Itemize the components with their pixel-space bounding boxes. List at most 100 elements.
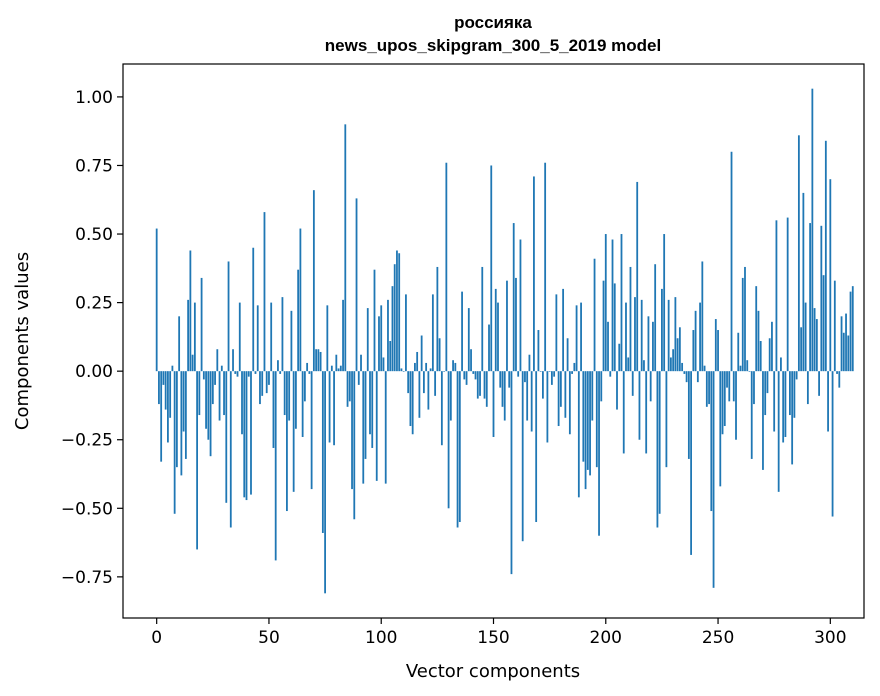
bar-25	[211, 371, 214, 405]
bar-138	[465, 371, 468, 385]
bar-244	[703, 365, 706, 372]
bar-74	[321, 371, 324, 533]
bar-73	[319, 351, 322, 372]
bar-150	[492, 371, 495, 437]
bar-234	[681, 362, 684, 372]
bar-92	[362, 371, 365, 484]
bar-216	[640, 299, 643, 372]
bar-82	[339, 365, 342, 372]
bar-306	[842, 332, 845, 372]
bar-199	[602, 280, 605, 372]
bar-276	[775, 220, 778, 372]
x-axis-label: Vector components	[406, 661, 580, 682]
bar-227	[665, 371, 668, 468]
bar-225	[661, 288, 663, 372]
bar-107	[396, 250, 398, 372]
bar-179	[557, 371, 560, 427]
bar-104	[389, 341, 392, 372]
bar-130	[447, 371, 450, 509]
bar-196	[595, 371, 598, 468]
bar-280	[784, 371, 787, 437]
bar-76	[326, 305, 329, 372]
bar-1	[158, 371, 160, 405]
bar-286	[797, 135, 800, 372]
bar-274	[771, 321, 773, 372]
bar-20	[200, 277, 203, 372]
bar-45	[256, 305, 259, 372]
bar-118	[420, 335, 423, 372]
bar-98	[375, 371, 378, 481]
bar-255	[728, 371, 731, 402]
y-tick-label: −0.50	[61, 499, 113, 519]
bar-26	[214, 371, 216, 385]
bar-230	[672, 349, 675, 372]
x-tick-label: 300	[814, 628, 846, 648]
bar-71	[315, 349, 318, 372]
bar-204	[613, 283, 616, 372]
bar-77	[328, 371, 331, 443]
bar-224	[658, 371, 661, 514]
bar-226	[663, 234, 666, 372]
bar-88	[353, 371, 356, 520]
bar-128	[443, 371, 445, 372]
bar-126	[438, 338, 441, 372]
bar-163	[521, 371, 524, 542]
bar-153	[499, 371, 502, 388]
bar-83	[342, 299, 344, 372]
bar-79	[333, 371, 335, 446]
bar-268	[757, 310, 760, 372]
bar-273	[768, 338, 771, 372]
bar-147	[485, 371, 488, 407]
y-tick-label: 0.25	[75, 294, 113, 314]
bar-49	[265, 371, 268, 394]
bar-44	[254, 371, 257, 374]
y-tick-label: −0.75	[61, 568, 113, 588]
bar-116	[416, 351, 419, 372]
bar-245	[705, 371, 708, 407]
bar-219	[647, 316, 650, 372]
y-axis-label: Components values	[12, 252, 33, 430]
bar-125	[436, 266, 439, 372]
bar-22	[205, 371, 207, 429]
bar-229	[669, 357, 672, 372]
bar-139	[467, 308, 470, 372]
bar-11	[180, 371, 183, 476]
bar-14	[187, 299, 190, 372]
bar-127	[440, 371, 443, 446]
bar-119	[422, 371, 425, 394]
y-tick-label: −0.25	[61, 431, 113, 451]
bar-170	[537, 330, 540, 372]
bar-62	[295, 371, 297, 429]
bar-152	[497, 302, 499, 372]
bar-284	[793, 371, 796, 418]
bar-54	[277, 360, 279, 372]
bar-168	[533, 176, 535, 372]
bar-165	[526, 371, 529, 421]
bar-16	[191, 354, 194, 372]
bar-58	[286, 371, 288, 512]
bar-124	[434, 371, 437, 396]
bar-207	[620, 234, 623, 372]
bar-294	[815, 319, 818, 372]
y-tick-label: 0.50	[75, 225, 113, 245]
bar-89	[355, 198, 358, 372]
bar-282	[789, 371, 791, 416]
bar-270	[762, 371, 764, 470]
bar-151	[494, 288, 497, 372]
bar-228	[667, 299, 670, 372]
bar-134	[456, 371, 459, 528]
bar-34	[232, 349, 234, 372]
bar-110	[402, 371, 405, 372]
bar-235	[683, 371, 686, 374]
bar-260	[739, 365, 742, 372]
bar-61	[292, 371, 295, 492]
bar-36	[236, 371, 239, 377]
bar-9	[175, 371, 178, 468]
bar-290	[806, 371, 809, 405]
bar-173	[544, 162, 547, 372]
bar-106	[393, 264, 396, 372]
bar-78	[330, 365, 333, 372]
bar-72	[317, 349, 320, 372]
bar-115	[414, 362, 416, 372]
bar-192	[586, 371, 589, 470]
